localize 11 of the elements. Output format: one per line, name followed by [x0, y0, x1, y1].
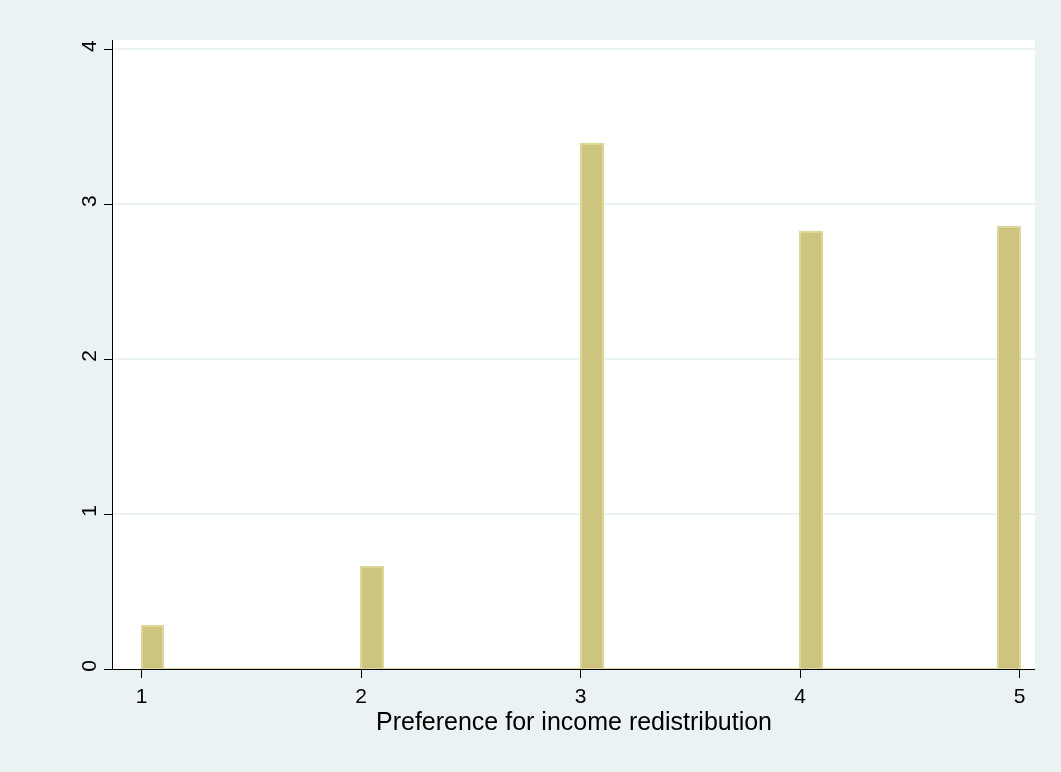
x-axis-title: Preference for income redistribution	[375, 707, 773, 736]
x-tick-label: 4	[794, 684, 807, 708]
x-tick-label: 5	[1013, 684, 1026, 708]
y-tick-label: 1	[76, 505, 100, 517]
x-tick-label: 2	[355, 684, 367, 708]
y-tick-label: 4	[76, 39, 100, 52]
y-tick-label: 3	[76, 195, 100, 207]
y-tick-label: 0	[76, 660, 100, 672]
y-tick-label: 2	[76, 350, 100, 362]
x-tick-label: 3	[574, 684, 587, 708]
x-tick-label: 1	[135, 684, 148, 708]
